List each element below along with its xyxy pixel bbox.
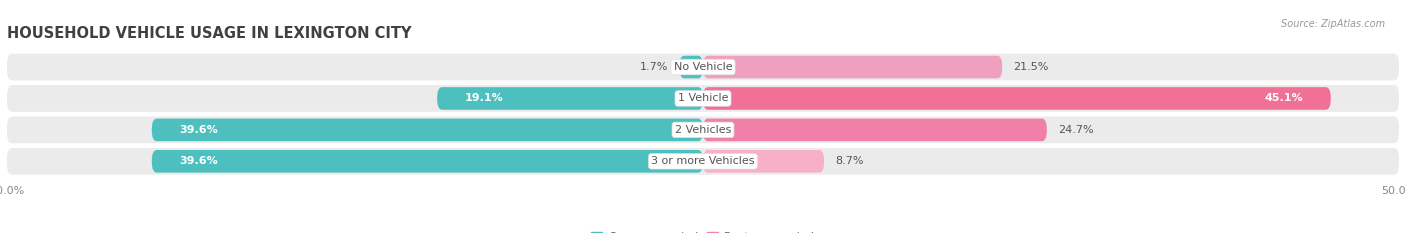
FancyBboxPatch shape	[437, 87, 703, 110]
Text: HOUSEHOLD VEHICLE USAGE IN LEXINGTON CITY: HOUSEHOLD VEHICLE USAGE IN LEXINGTON CIT…	[7, 26, 412, 41]
FancyBboxPatch shape	[152, 119, 703, 141]
FancyBboxPatch shape	[7, 116, 1399, 143]
FancyBboxPatch shape	[679, 56, 703, 78]
Text: No Vehicle: No Vehicle	[673, 62, 733, 72]
Text: 24.7%: 24.7%	[1057, 125, 1094, 135]
Text: 39.6%: 39.6%	[180, 125, 218, 135]
Text: 45.1%: 45.1%	[1264, 93, 1303, 103]
Text: 19.1%: 19.1%	[465, 93, 503, 103]
Text: 21.5%: 21.5%	[1014, 62, 1049, 72]
FancyBboxPatch shape	[152, 150, 703, 173]
FancyBboxPatch shape	[703, 119, 1047, 141]
Text: 8.7%: 8.7%	[835, 156, 863, 166]
Text: 2 Vehicles: 2 Vehicles	[675, 125, 731, 135]
FancyBboxPatch shape	[7, 54, 1399, 80]
Text: 3 or more Vehicles: 3 or more Vehicles	[651, 156, 755, 166]
FancyBboxPatch shape	[7, 148, 1399, 175]
FancyBboxPatch shape	[703, 150, 824, 173]
Text: Source: ZipAtlas.com: Source: ZipAtlas.com	[1281, 19, 1385, 29]
FancyBboxPatch shape	[703, 87, 1330, 110]
Text: 1 Vehicle: 1 Vehicle	[678, 93, 728, 103]
Text: 1.7%: 1.7%	[640, 62, 668, 72]
FancyBboxPatch shape	[7, 85, 1399, 112]
Text: 39.6%: 39.6%	[180, 156, 218, 166]
FancyBboxPatch shape	[703, 56, 1002, 78]
Legend: Owner-occupied, Renter-occupied: Owner-occupied, Renter-occupied	[586, 227, 820, 233]
